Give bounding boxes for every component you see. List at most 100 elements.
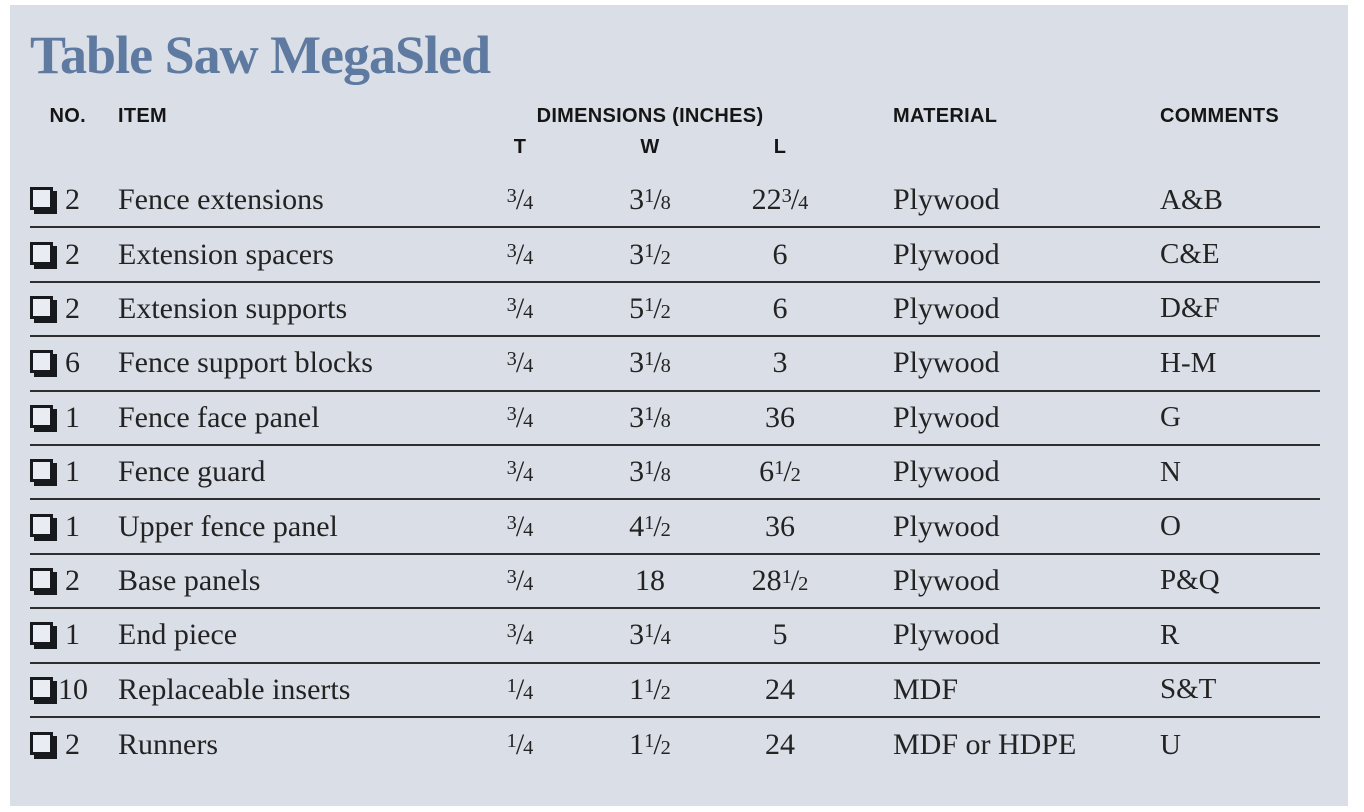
table-row: 1 Fence guard 3/4 31/8 61/2 Plywood N [30, 446, 1320, 501]
row-thickness: 3/4 [506, 400, 534, 434]
row-material: Plywood [893, 291, 1000, 325]
row-length: 24 [765, 672, 795, 706]
row-length: 6 [772, 291, 788, 325]
checkbox-cell [30, 239, 58, 271]
row-quantity: 2 [65, 563, 80, 597]
col-header-item: ITEM [118, 105, 167, 127]
row-material: Plywood [893, 183, 1000, 217]
table-row: 1 Upper fence panel 3/4 41/2 36 Plywood … [30, 500, 1320, 555]
row-width: 18 [635, 563, 665, 597]
row-item: Extension spacers [118, 237, 334, 271]
row-item: Fence extensions [118, 183, 324, 217]
row-length: 6 [772, 237, 788, 271]
row-length: 36 [765, 509, 795, 543]
row-item: Runners [118, 728, 218, 762]
row-length: 5 [772, 618, 788, 652]
row-length: 24 [765, 728, 795, 762]
table-row: 2 Extension supports 3/4 51/2 6 Plywood … [30, 283, 1320, 338]
row-item: End piece [118, 618, 238, 652]
checkbox-icon[interactable] [30, 459, 53, 483]
row-quantity: 2 [65, 183, 80, 217]
cut-list-card: Table Saw MegaSled NO. ITEM DIMENSIONS (… [10, 5, 1348, 806]
row-comments: U [1160, 728, 1181, 761]
row-comments: O [1160, 510, 1181, 543]
checkbox-cell [30, 184, 58, 216]
row-comments: R [1160, 618, 1180, 651]
row-width: 41/2 [629, 509, 671, 543]
row-comments: N [1160, 455, 1181, 488]
checkbox-cell [30, 456, 58, 488]
row-item: Base panels [118, 563, 261, 597]
row-item: Fence face panel [118, 400, 320, 434]
row-length: 223/4 [751, 183, 809, 217]
row-length: 281/2 [751, 563, 809, 597]
row-material: Plywood [893, 237, 1000, 271]
row-quantity: 2 [65, 237, 80, 271]
row-thickness: 3/4 [506, 509, 534, 543]
checkbox-cell [30, 293, 58, 325]
row-length: 36 [765, 400, 795, 434]
table-row: 2 Runners 1/4 11/2 24 MDF or HDPE U [30, 718, 1320, 772]
row-width: 31/8 [629, 455, 671, 489]
row-item: Upper fence panel [118, 509, 338, 543]
row-material: Plywood [893, 346, 1000, 380]
row-comments: H-M [1160, 346, 1217, 379]
table-row: 2 Extension spacers 3/4 31/2 6 Plywood C… [30, 228, 1320, 283]
row-thickness: 1/4 [506, 728, 534, 762]
table-header: NO. ITEM DIMENSIONS (INCHES) MATERIAL CO… [30, 106, 1320, 126]
row-thickness: 3/4 [506, 291, 534, 325]
table-row: 2 Base panels 3/4 18 281/2 Plywood P&Q [30, 555, 1320, 610]
row-thickness: 3/4 [506, 563, 534, 597]
row-quantity: 1 [65, 455, 80, 489]
col-header-material: MATERIAL [893, 105, 998, 127]
table-row: 10 Replaceable inserts 1/4 11/2 24 MDF S… [30, 664, 1320, 718]
row-comments: C&E [1160, 238, 1220, 271]
row-length: 3 [772, 346, 788, 380]
row-material: Plywood [893, 455, 1000, 489]
checkbox-icon[interactable] [30, 567, 53, 591]
row-thickness: 3/4 [506, 455, 534, 489]
checkbox-icon[interactable] [30, 295, 53, 319]
checkbox-icon[interactable] [30, 187, 53, 211]
checkbox-icon[interactable] [30, 350, 53, 374]
table-row: 2 Fence extensions 3/4 31/8 223/4 Plywoo… [30, 174, 1320, 229]
row-comments: P&Q [1160, 564, 1220, 597]
row-thickness: 3/4 [506, 183, 534, 217]
row-quantity: 2 [65, 728, 80, 762]
checkbox-cell [30, 511, 58, 543]
col-header-comments: COMMENTS [1160, 105, 1280, 127]
checkbox-icon[interactable] [30, 622, 53, 646]
checkbox-cell [30, 674, 58, 706]
row-quantity: 10 [58, 672, 88, 706]
row-length: 61/2 [759, 455, 801, 489]
checkbox-icon[interactable] [30, 513, 53, 537]
row-quantity: 1 [65, 400, 80, 434]
checkbox-cell [30, 729, 58, 761]
row-quantity: 1 [65, 618, 80, 652]
checkbox-cell [30, 347, 58, 379]
checkbox-icon[interactable] [30, 676, 53, 700]
table-row: 1 Fence face panel 3/4 31/8 36 Plywood G [30, 392, 1320, 446]
table-row: 1 End piece 3/4 31/4 5 Plywood R [30, 609, 1320, 664]
row-width: 31/4 [629, 618, 671, 652]
row-item: Fence support blocks [118, 346, 373, 380]
table-subheader: T W L [30, 137, 1320, 157]
subheader-spacer [30, 137, 455, 157]
page-title: Table Saw MegaSled [30, 25, 491, 85]
checkbox-icon[interactable] [30, 404, 53, 428]
checkbox-icon[interactable] [30, 241, 53, 265]
row-quantity: 2 [65, 291, 80, 325]
row-item: Replaceable inserts [118, 672, 351, 706]
row-material: Plywood [893, 400, 1000, 434]
row-item: Extension supports [118, 291, 348, 325]
col-header-width: W [640, 136, 660, 158]
checkbox-icon[interactable] [30, 732, 53, 756]
col-header-length: L [773, 136, 787, 158]
row-thickness: 3/4 [506, 618, 534, 652]
row-comments: G [1160, 401, 1181, 434]
row-item: Fence guard [118, 455, 266, 489]
row-material: Plywood [893, 618, 1000, 652]
row-width: 31/2 [629, 237, 671, 271]
row-thickness: 3/4 [506, 346, 534, 380]
col-header-thickness: T [513, 136, 527, 158]
